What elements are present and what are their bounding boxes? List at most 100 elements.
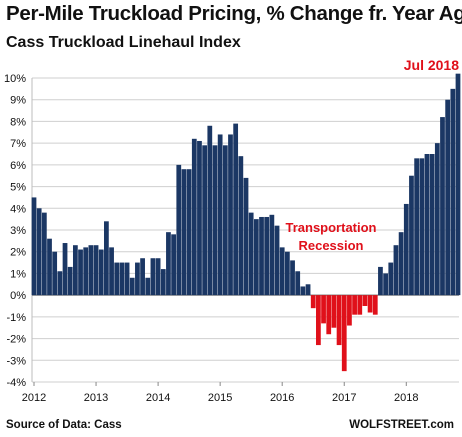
bar: [104, 221, 109, 296]
bar: [150, 258, 156, 296]
y-tick-label: 5%: [10, 182, 26, 194]
y-tick-label: 6%: [10, 160, 26, 172]
bar: [347, 295, 352, 326]
bar: [36, 208, 42, 296]
x-tick-label: 2012: [22, 392, 46, 404]
bar: [362, 295, 368, 306]
bar: [284, 251, 290, 296]
y-tick-label: -1%: [6, 312, 26, 324]
bar: [440, 117, 445, 296]
bar: [414, 158, 420, 296]
bar: [52, 251, 58, 296]
bar: [145, 277, 151, 296]
bar: [222, 145, 228, 296]
bar: [202, 145, 208, 296]
bar: [140, 258, 145, 296]
bar: [93, 245, 99, 296]
bar: [305, 284, 311, 296]
bar: [88, 245, 94, 296]
y-tick-label: -4%: [6, 377, 26, 389]
bar: [166, 232, 171, 296]
bar: [388, 262, 394, 296]
bar: [135, 262, 140, 296]
bar: [191, 138, 197, 296]
bar: [124, 262, 130, 296]
bar: [238, 156, 244, 296]
brand-label: WOLFSTREET.com: [349, 419, 454, 431]
y-tick-label: 1%: [10, 268, 26, 280]
bar: [233, 123, 239, 296]
bar: [341, 295, 347, 372]
bar: [253, 219, 259, 296]
annotation-latest: Jul 2018: [404, 57, 459, 73]
annotations: Transportation Recession Jul 2018: [285, 57, 459, 253]
bar: [352, 295, 357, 315]
bar: [445, 99, 451, 296]
bar: [274, 225, 280, 296]
bar: [321, 295, 326, 324]
chart-title: Per-Mile Truckload Pricing, % Change fr.…: [6, 2, 462, 25]
bar: [57, 271, 63, 296]
y-tick-label: 10%: [4, 73, 26, 85]
y-tick-label: 0%: [10, 290, 26, 302]
bar: [259, 216, 264, 296]
bar: [78, 249, 83, 296]
bar: [207, 125, 213, 296]
bars: [31, 73, 461, 372]
bar: [83, 247, 89, 296]
bar: [383, 273, 388, 296]
bar: [160, 269, 166, 296]
bar: [47, 238, 52, 296]
bar: [269, 214, 275, 296]
bar: [212, 145, 218, 296]
bar: [367, 295, 373, 313]
bar: [279, 247, 285, 296]
bar: [429, 154, 435, 296]
bar: [316, 295, 321, 346]
bar: [62, 243, 68, 296]
bar: [290, 260, 295, 296]
bar: [31, 197, 37, 296]
bar: [228, 134, 233, 296]
y-tick-label: 7%: [10, 138, 26, 150]
bar: [300, 286, 306, 296]
bar: [181, 169, 187, 296]
bar: [186, 169, 192, 296]
x-tick-label: 2017: [332, 392, 356, 404]
bar: [248, 212, 254, 296]
bar: [378, 266, 383, 296]
bar: [336, 295, 342, 346]
y-tick-label: -3%: [6, 355, 26, 367]
bar: [455, 73, 461, 296]
x-tick-label: 2016: [270, 392, 294, 404]
bar: [398, 232, 404, 296]
x-axis: 2012 2013 2014 2015 2016 2017 2018: [22, 382, 419, 404]
bar: [98, 249, 104, 296]
annotation-transportation: Transportation: [285, 220, 376, 235]
source-note: Source of Data: Cass: [6, 419, 122, 431]
y-tick-label: -2%: [6, 334, 26, 346]
annotation-recession: Recession: [298, 238, 363, 253]
bar: [72, 245, 78, 296]
bar: [393, 245, 399, 296]
bar: [243, 177, 249, 296]
x-tick-label: 2014: [146, 392, 170, 404]
bar: [119, 262, 125, 296]
bar: [372, 295, 378, 315]
x-tick-label: 2018: [394, 392, 418, 404]
bar: [67, 266, 73, 296]
bar: [176, 164, 182, 296]
bar: [424, 154, 430, 296]
bar: [434, 143, 440, 296]
bar: [450, 88, 456, 296]
bar: [310, 295, 316, 309]
bar: [264, 216, 270, 296]
bar: [295, 271, 301, 296]
bar: [114, 262, 120, 296]
bar: [331, 295, 337, 328]
bar: [326, 295, 332, 335]
y-tick-label: 2%: [10, 247, 26, 259]
bar: [217, 134, 223, 296]
bar: [109, 247, 114, 296]
